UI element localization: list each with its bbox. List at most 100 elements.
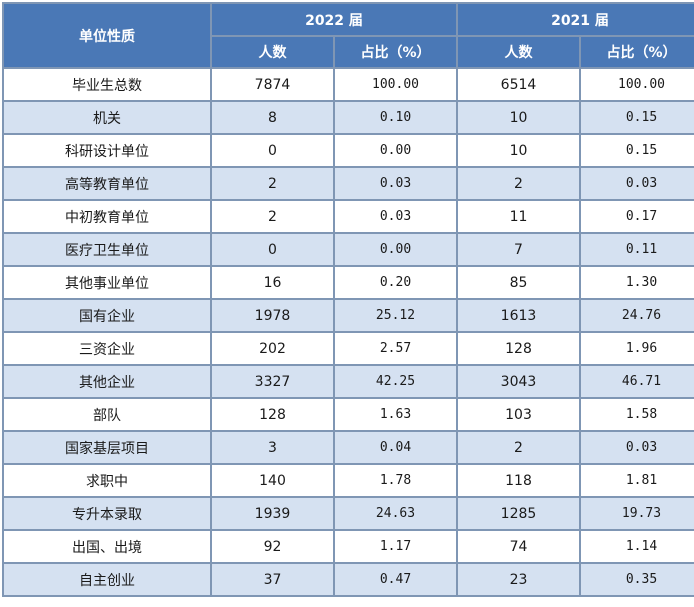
table-row: 其他事业单位 16 0.20 85 1.30 <box>4 267 694 298</box>
count-2021-cell: 10 <box>458 102 579 133</box>
ratio-2022-cell: 0.03 <box>335 201 456 232</box>
ratio-2022-cell: 1.17 <box>335 531 456 562</box>
table-row: 出国、出境 92 1.17 74 1.14 <box>4 531 694 562</box>
count-2021-cell: 10 <box>458 135 579 166</box>
table-row: 国有企业 1978 25.12 1613 24.76 <box>4 300 694 331</box>
count-2022-cell: 92 <box>212 531 333 562</box>
count-2022-cell: 1978 <box>212 300 333 331</box>
count-2021-cell: 1613 <box>458 300 579 331</box>
ratio-2021-cell: 0.15 <box>581 135 694 166</box>
ratio-2022-cell: 0.20 <box>335 267 456 298</box>
table-row: 国家基层项目 3 0.04 2 0.03 <box>4 432 694 463</box>
year-2022-header: 2022 届 <box>212 4 456 35</box>
count-2021-cell: 2 <box>458 168 579 199</box>
unit-name-cell: 其他事业单位 <box>4 267 210 298</box>
ratio-2022-cell: 0.00 <box>335 135 456 166</box>
ratio-2021-cell: 1.30 <box>581 267 694 298</box>
unit-name-cell: 毕业生总数 <box>4 69 210 100</box>
count-2021-cell: 11 <box>458 201 579 232</box>
ratio-2021-cell: 1.58 <box>581 399 694 430</box>
ratio-2021-cell: 1.81 <box>581 465 694 496</box>
table-row: 机关 8 0.10 10 0.15 <box>4 102 694 133</box>
ratio-2022-cell: 0.04 <box>335 432 456 463</box>
count-2021-cell: 6514 <box>458 69 579 100</box>
ratio-2022-cell: 1.63 <box>335 399 456 430</box>
ratio-2022-cell: 25.12 <box>335 300 456 331</box>
table-header: 单位性质 2022 届 2021 届 人数 占比（%） 人数 占比（%） <box>4 4 694 67</box>
count-2022-cell: 3 <box>212 432 333 463</box>
year-2021-header: 2021 届 <box>458 4 694 35</box>
table-row: 自主创业 37 0.47 23 0.35 <box>4 564 694 595</box>
unit-name-cell: 国家基层项目 <box>4 432 210 463</box>
unit-type-header: 单位性质 <box>4 4 210 67</box>
count-2021-header: 人数 <box>458 37 579 67</box>
count-2022-cell: 2 <box>212 168 333 199</box>
ratio-2022-cell: 0.47 <box>335 564 456 595</box>
table-row: 其他企业 3327 42.25 3043 46.71 <box>4 366 694 397</box>
unit-name-cell: 医疗卫生单位 <box>4 234 210 265</box>
count-2022-cell: 37 <box>212 564 333 595</box>
count-2022-cell: 128 <box>212 399 333 430</box>
table-row: 专升本录取 1939 24.63 1285 19.73 <box>4 498 694 529</box>
count-2021-cell: 23 <box>458 564 579 595</box>
count-2022-cell: 8 <box>212 102 333 133</box>
unit-name-cell: 机关 <box>4 102 210 133</box>
employment-table: 单位性质 2022 届 2021 届 人数 占比（%） 人数 占比（%） 毕业生… <box>2 2 694 597</box>
unit-name-cell: 其他企业 <box>4 366 210 397</box>
table-row: 中初教育单位 2 0.03 11 0.17 <box>4 201 694 232</box>
ratio-2021-cell: 0.03 <box>581 432 694 463</box>
count-2022-cell: 202 <box>212 333 333 364</box>
ratio-2021-cell: 46.71 <box>581 366 694 397</box>
ratio-2022-cell: 0.00 <box>335 234 456 265</box>
ratio-2022-cell: 0.10 <box>335 102 456 133</box>
unit-name-cell: 求职中 <box>4 465 210 496</box>
ratio-2021-cell: 1.96 <box>581 333 694 364</box>
table-row: 部队 128 1.63 103 1.58 <box>4 399 694 430</box>
table-row: 毕业生总数 7874 100.00 6514 100.00 <box>4 69 694 100</box>
unit-name-cell: 三资企业 <box>4 333 210 364</box>
count-2022-cell: 0 <box>212 234 333 265</box>
ratio-2021-header: 占比（%） <box>581 37 694 67</box>
ratio-2021-cell: 0.15 <box>581 102 694 133</box>
count-2022-cell: 16 <box>212 267 333 298</box>
table-row: 科研设计单位 0 0.00 10 0.15 <box>4 135 694 166</box>
table-row: 医疗卫生单位 0 0.00 7 0.11 <box>4 234 694 265</box>
count-2021-cell: 7 <box>458 234 579 265</box>
count-2022-header: 人数 <box>212 37 333 67</box>
unit-name-cell: 科研设计单位 <box>4 135 210 166</box>
ratio-2021-cell: 100.00 <box>581 69 694 100</box>
ratio-2022-cell: 1.78 <box>335 465 456 496</box>
count-2022-cell: 7874 <box>212 69 333 100</box>
ratio-2022-cell: 24.63 <box>335 498 456 529</box>
count-2021-cell: 118 <box>458 465 579 496</box>
ratio-2022-header: 占比（%） <box>335 37 456 67</box>
unit-name-cell: 中初教育单位 <box>4 201 210 232</box>
table-row: 高等教育单位 2 0.03 2 0.03 <box>4 168 694 199</box>
unit-name-cell: 部队 <box>4 399 210 430</box>
count-2021-cell: 74 <box>458 531 579 562</box>
ratio-2021-cell: 0.03 <box>581 168 694 199</box>
unit-name-cell: 专升本录取 <box>4 498 210 529</box>
ratio-2022-cell: 100.00 <box>335 69 456 100</box>
unit-name-cell: 自主创业 <box>4 564 210 595</box>
count-2022-cell: 3327 <box>212 366 333 397</box>
ratio-2021-cell: 0.11 <box>581 234 694 265</box>
count-2021-cell: 3043 <box>458 366 579 397</box>
count-2022-cell: 140 <box>212 465 333 496</box>
count-2022-cell: 0 <box>212 135 333 166</box>
table-row: 三资企业 202 2.57 128 1.96 <box>4 333 694 364</box>
ratio-2022-cell: 2.57 <box>335 333 456 364</box>
ratio-2021-cell: 24.76 <box>581 300 694 331</box>
count-2021-cell: 2 <box>458 432 579 463</box>
unit-name-cell: 高等教育单位 <box>4 168 210 199</box>
count-2021-cell: 1285 <box>458 498 579 529</box>
table-body: 毕业生总数 7874 100.00 6514 100.00 机关 8 0.10 10 0.15 科研… <box>4 69 694 595</box>
ratio-2021-cell: 0.35 <box>581 564 694 595</box>
count-2021-cell: 103 <box>458 399 579 430</box>
unit-name-cell: 国有企业 <box>4 300 210 331</box>
table-row: 求职中 140 1.78 118 1.81 <box>4 465 694 496</box>
count-2022-cell: 2 <box>212 201 333 232</box>
ratio-2022-cell: 0.03 <box>335 168 456 199</box>
ratio-2021-cell: 0.17 <box>581 201 694 232</box>
unit-name-cell: 出国、出境 <box>4 531 210 562</box>
